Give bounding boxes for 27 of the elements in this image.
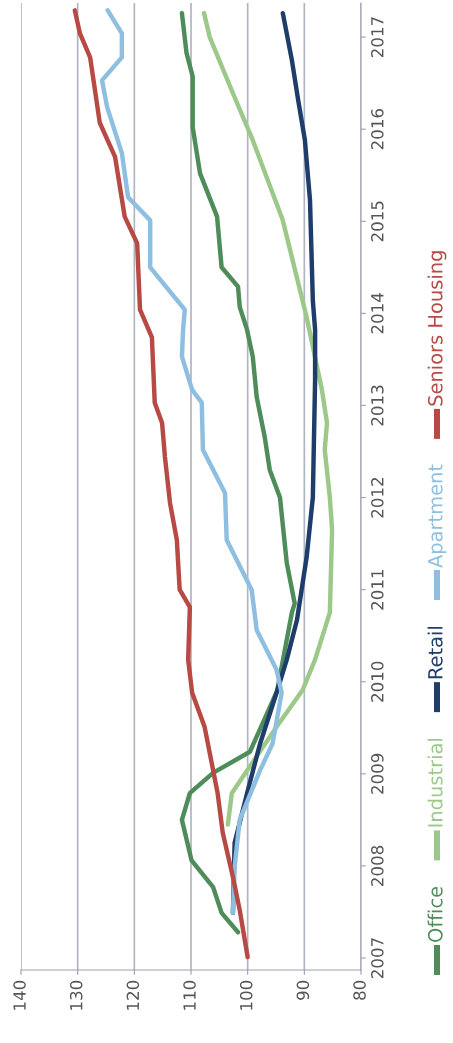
line-series: [179, 10, 297, 935]
x-tick-label: 100: [239, 980, 253, 1010]
x-tick-label: 90: [296, 980, 310, 1000]
x-tick-label: 80: [353, 980, 366, 1000]
text: Apartment: [428, 464, 447, 568]
text: Industrial: [427, 739, 443, 827]
y-tick-label: 2017: [371, 17, 384, 58]
text: Retail: [427, 627, 443, 679]
text: Office: [427, 886, 443, 942]
y-tick-label: 2014: [371, 293, 384, 334]
y-tick-label: 2007: [371, 938, 384, 979]
x-tick-label: 140: [13, 980, 26, 1010]
x-tick-label: 130: [69, 980, 83, 1010]
y-tick-label: 2011: [371, 569, 384, 610]
y-tick-label: 2009: [371, 753, 384, 794]
line-series: [72, 8, 250, 960]
x-tick-label: 110: [183, 980, 196, 1010]
x-tick-label: 120: [126, 980, 140, 1010]
text: Seniors Housing: [427, 251, 447, 406]
y-tick-label: 2010: [371, 661, 384, 702]
y-tick-label: 2013: [371, 385, 384, 426]
y-tick-label: 2008: [371, 845, 384, 886]
line-series: [201, 10, 335, 827]
y-tick-label: 2015: [371, 201, 384, 242]
y-tick-label: 2016: [371, 109, 384, 150]
y-tick-label: 2012: [371, 478, 384, 518]
line-series: [99, 8, 284, 916]
